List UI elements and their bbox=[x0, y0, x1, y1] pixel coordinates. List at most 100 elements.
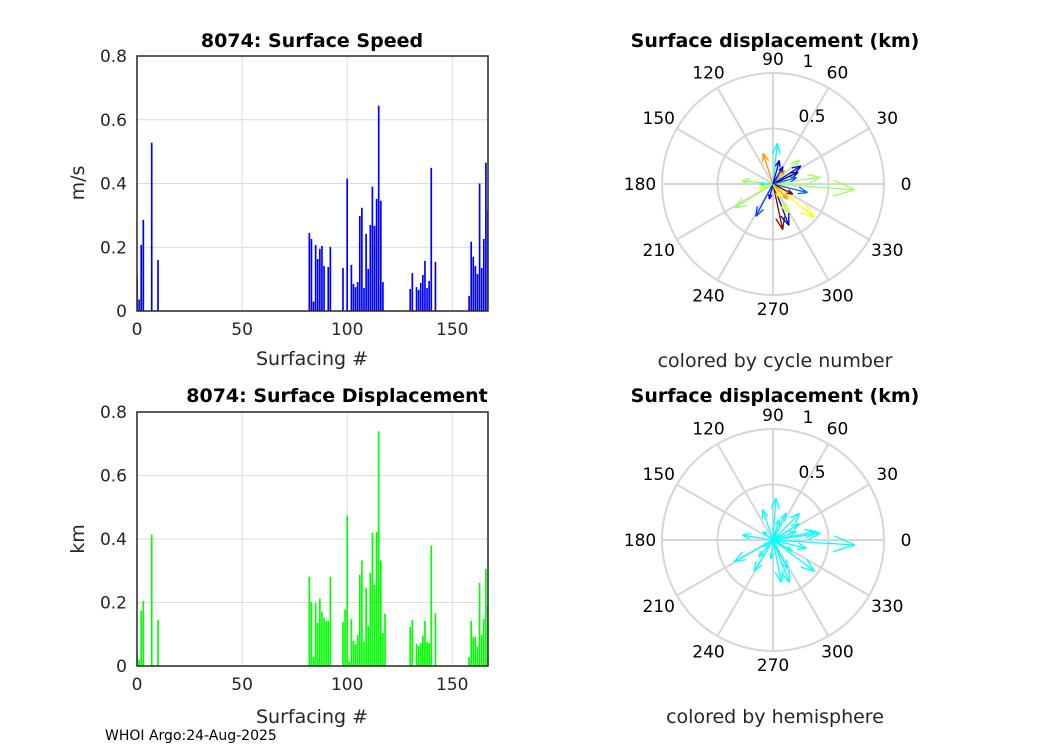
displacement-arrow bbox=[753, 539, 774, 572]
displacement-arrow bbox=[772, 512, 787, 541]
arrow-shaft bbox=[772, 183, 794, 195]
bar bbox=[138, 299, 140, 311]
bar bbox=[363, 641, 365, 666]
bar bbox=[314, 602, 317, 666]
axes-box bbox=[136, 55, 489, 312]
displacement-arrow bbox=[762, 530, 774, 541]
bar bbox=[308, 576, 311, 666]
angle-tick-label: 60 bbox=[827, 63, 849, 83]
arrow-shaft bbox=[770, 539, 774, 559]
y-tick-label: 0.6 bbox=[100, 467, 127, 487]
bar bbox=[157, 260, 159, 311]
arrow-head bbox=[790, 177, 797, 183]
arrow-shaft bbox=[772, 512, 801, 541]
arrow-shaft bbox=[772, 183, 855, 191]
bar bbox=[367, 268, 370, 311]
bar bbox=[470, 620, 473, 666]
arrow-shaft bbox=[772, 539, 856, 546]
displacement-arrow bbox=[759, 181, 773, 187]
arrow-shaft bbox=[772, 183, 789, 200]
arrow-head bbox=[791, 165, 802, 169]
angle-tick-label: 180 bbox=[624, 175, 656, 195]
angle-tick-label: 270 bbox=[757, 300, 789, 320]
bar bbox=[485, 162, 487, 311]
angle-tick-label: 270 bbox=[757, 656, 789, 676]
displacement-arrow bbox=[741, 532, 774, 541]
angle-spoke bbox=[716, 87, 774, 185]
arrow-head bbox=[780, 562, 789, 570]
bar bbox=[409, 626, 412, 666]
angle-tick-label: 210 bbox=[643, 597, 675, 617]
angle-tick-label: 60 bbox=[827, 419, 849, 439]
bar bbox=[142, 600, 145, 666]
arrow-head bbox=[789, 176, 797, 179]
arrow-head bbox=[780, 206, 789, 214]
bar bbox=[411, 273, 414, 311]
surface-displacement-chart: 8074: Surface Displacement Surfacing # k… bbox=[67, 385, 489, 728]
displacement-arrow bbox=[772, 183, 794, 195]
displacement-compass-by-hemisphere: Surface displacement (km) colored by hem… bbox=[624, 385, 920, 728]
bar bbox=[369, 572, 372, 666]
displacement-compass-by-cycle: Surface displacement (km) colored by cyc… bbox=[624, 30, 920, 372]
bar bbox=[325, 620, 328, 666]
bar bbox=[312, 657, 315, 666]
arrow-head bbox=[794, 513, 801, 524]
arrow-head bbox=[755, 206, 758, 217]
bar bbox=[316, 259, 319, 311]
arrow-shaft bbox=[762, 153, 774, 185]
arrow-head bbox=[741, 178, 751, 182]
axes-box bbox=[136, 411, 489, 667]
arrow-shaft bbox=[772, 539, 789, 569]
x-tick-label: 0 bbox=[132, 675, 143, 695]
angle-tick-label: 90 bbox=[762, 406, 784, 426]
angle-spoke bbox=[772, 443, 830, 541]
arrow-head bbox=[762, 509, 769, 517]
bar bbox=[346, 515, 349, 666]
displacement-arrow bbox=[772, 539, 784, 583]
arrow-shaft bbox=[772, 530, 817, 541]
displacement-arrow bbox=[772, 539, 790, 583]
bar bbox=[472, 636, 475, 666]
arrow-shaft bbox=[742, 534, 774, 541]
arrow-head bbox=[798, 542, 807, 549]
arrow-head bbox=[832, 544, 856, 553]
arrow-head bbox=[780, 572, 790, 583]
arrow-head bbox=[733, 197, 743, 209]
bar bbox=[422, 274, 424, 311]
range-tick-label: 1 bbox=[803, 52, 814, 72]
bar bbox=[428, 281, 430, 311]
bar bbox=[373, 225, 376, 311]
displacement-arrow bbox=[772, 160, 781, 185]
range-tick-label: 0.5 bbox=[798, 463, 825, 483]
x-tick-label: 150 bbox=[436, 320, 468, 340]
arrow-head bbox=[807, 173, 821, 178]
bar bbox=[365, 233, 367, 311]
arrow-shaft bbox=[772, 159, 800, 185]
bar bbox=[411, 619, 414, 666]
bar bbox=[321, 245, 323, 311]
displacement-arrow bbox=[733, 183, 774, 209]
y-tick-label: 0.2 bbox=[100, 238, 127, 258]
bar bbox=[361, 560, 363, 666]
arrow-head bbox=[734, 204, 748, 209]
arrow-head bbox=[734, 558, 747, 563]
displacement-arrow bbox=[758, 539, 774, 558]
bar bbox=[434, 261, 437, 311]
arrow-head bbox=[741, 534, 751, 540]
bar bbox=[375, 531, 378, 666]
arrow-head bbox=[785, 549, 793, 552]
y-tick-label: 0.4 bbox=[100, 175, 127, 195]
displacement-arrow bbox=[772, 183, 780, 198]
arrow-head bbox=[741, 180, 751, 186]
chart-title: Surface displacement (km) bbox=[631, 385, 920, 407]
angle-tick-label: 330 bbox=[871, 241, 903, 261]
bar bbox=[319, 248, 321, 311]
arrow-head bbox=[762, 544, 768, 548]
displacement-arrow bbox=[771, 142, 781, 185]
bar bbox=[468, 657, 470, 666]
angle-tick-label: 30 bbox=[876, 465, 898, 485]
displacement-arrow bbox=[772, 539, 816, 573]
arrow-head bbox=[808, 176, 821, 185]
arrow-shaft bbox=[762, 530, 774, 541]
bar bbox=[312, 301, 315, 311]
